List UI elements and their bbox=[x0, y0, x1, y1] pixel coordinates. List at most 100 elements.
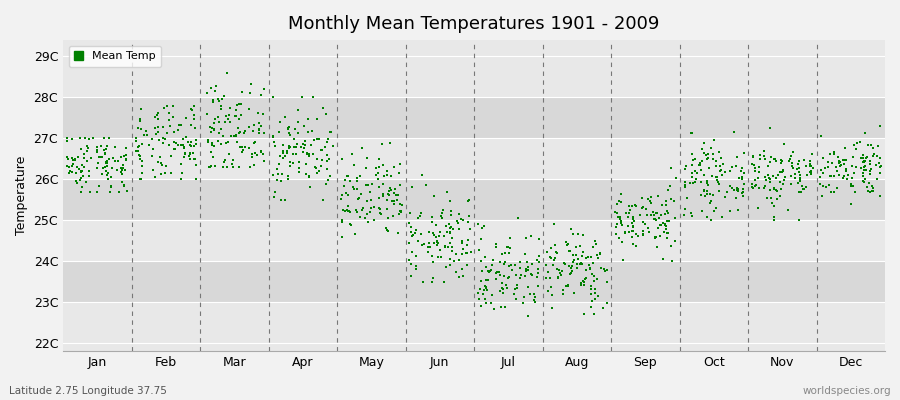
Point bbox=[60, 162, 75, 169]
Point bbox=[269, 177, 284, 184]
Point bbox=[76, 151, 91, 157]
Point bbox=[550, 266, 564, 272]
Point bbox=[474, 303, 489, 310]
Point bbox=[186, 116, 201, 122]
Point bbox=[575, 261, 590, 267]
Point bbox=[760, 172, 775, 178]
Point bbox=[133, 116, 148, 122]
Point bbox=[576, 278, 590, 284]
Point bbox=[636, 204, 651, 210]
Point bbox=[76, 173, 90, 179]
Point bbox=[282, 145, 296, 152]
Point bbox=[600, 300, 615, 307]
Point bbox=[717, 194, 732, 200]
Point bbox=[857, 164, 871, 170]
Point bbox=[186, 156, 201, 162]
Point bbox=[621, 214, 635, 220]
Point bbox=[176, 144, 191, 150]
Point bbox=[762, 179, 777, 185]
Point bbox=[151, 159, 166, 166]
Point bbox=[846, 142, 860, 148]
Point bbox=[589, 295, 603, 302]
Point bbox=[292, 159, 306, 165]
Point bbox=[410, 227, 424, 233]
Point bbox=[288, 126, 302, 132]
Point bbox=[100, 143, 114, 150]
Point bbox=[440, 188, 454, 195]
Point bbox=[644, 200, 659, 206]
Point bbox=[744, 184, 759, 190]
Point bbox=[590, 255, 605, 261]
Point bbox=[414, 241, 428, 248]
Point bbox=[862, 161, 877, 168]
Point bbox=[695, 158, 709, 164]
Point bbox=[857, 179, 871, 185]
Point bbox=[205, 140, 220, 146]
Point bbox=[301, 150, 315, 157]
Point bbox=[275, 150, 290, 156]
Point bbox=[520, 263, 535, 270]
Point bbox=[661, 210, 675, 216]
Point bbox=[100, 172, 114, 178]
Point bbox=[388, 186, 402, 192]
Point bbox=[116, 153, 130, 160]
Point bbox=[574, 260, 589, 266]
Point bbox=[554, 272, 568, 278]
Point bbox=[285, 151, 300, 157]
Point bbox=[177, 145, 192, 151]
Point bbox=[792, 178, 806, 184]
Point bbox=[579, 255, 593, 261]
Point bbox=[158, 170, 173, 176]
Point bbox=[425, 219, 439, 226]
Point bbox=[291, 129, 305, 136]
Point bbox=[439, 264, 454, 270]
Point bbox=[618, 230, 633, 236]
Point bbox=[865, 183, 879, 189]
Point bbox=[757, 153, 771, 159]
Point bbox=[101, 170, 115, 176]
Point bbox=[735, 190, 750, 196]
Point bbox=[206, 143, 220, 149]
Point bbox=[230, 133, 244, 140]
Point bbox=[105, 164, 120, 171]
Point bbox=[791, 161, 806, 167]
Point bbox=[636, 219, 651, 225]
Point bbox=[81, 144, 95, 151]
Point bbox=[392, 210, 406, 217]
Point bbox=[847, 170, 861, 176]
Point bbox=[550, 275, 564, 281]
Point bbox=[59, 138, 74, 144]
Point bbox=[644, 194, 658, 200]
Point bbox=[343, 221, 357, 227]
Point bbox=[66, 161, 80, 167]
Point bbox=[203, 163, 218, 170]
Point bbox=[252, 130, 266, 136]
Point bbox=[694, 192, 708, 198]
Point bbox=[730, 154, 744, 160]
Point bbox=[175, 142, 189, 149]
Point bbox=[98, 151, 112, 158]
Point bbox=[323, 129, 338, 136]
Point bbox=[98, 158, 112, 165]
Point bbox=[867, 150, 881, 157]
Point bbox=[544, 304, 559, 311]
Point bbox=[518, 272, 532, 279]
Point bbox=[427, 240, 441, 246]
Point bbox=[689, 170, 704, 176]
Point bbox=[307, 136, 321, 143]
Point bbox=[706, 191, 720, 198]
Point bbox=[380, 206, 394, 212]
Point bbox=[597, 304, 611, 311]
Point bbox=[403, 261, 418, 267]
Point bbox=[74, 174, 88, 181]
Point bbox=[592, 250, 607, 256]
Point bbox=[798, 163, 813, 170]
Point bbox=[858, 176, 872, 182]
Point bbox=[359, 198, 374, 204]
Point bbox=[268, 143, 283, 149]
Point bbox=[455, 250, 470, 257]
Point bbox=[86, 135, 100, 142]
Point bbox=[160, 130, 175, 136]
Point bbox=[540, 249, 554, 255]
Point bbox=[699, 152, 714, 158]
